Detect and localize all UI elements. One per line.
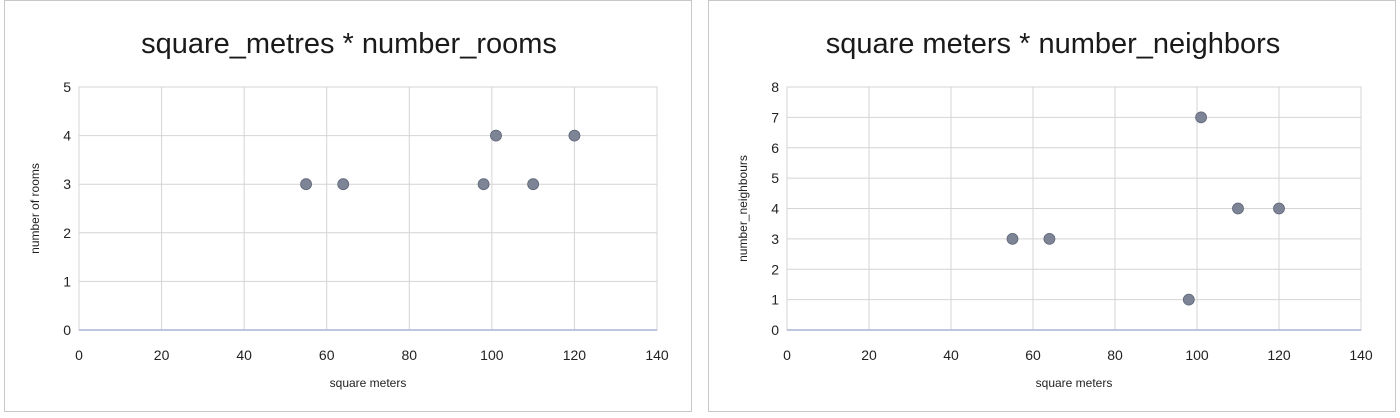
x-tick-label: 60 <box>1025 347 1041 363</box>
y-tick-labels: 0 1 2 3 4 5 6 7 8 <box>771 79 779 338</box>
data-point <box>1232 202 1244 215</box>
y-tick-label: 3 <box>63 176 71 192</box>
x-tick-label: 140 <box>1349 347 1373 363</box>
y-axis-label: number of rooms <box>28 163 42 254</box>
data-point <box>1182 293 1195 306</box>
x-tick-labels: 0 20 40 60 80 100 120 140 <box>75 347 669 363</box>
x-axis-label: square meters <box>330 376 407 390</box>
y-tick-label: 0 <box>771 322 779 338</box>
y-tick-label: 0 <box>63 322 71 338</box>
x-tick-label: 100 <box>480 347 504 363</box>
x-tick-label: 120 <box>563 347 587 363</box>
data-point <box>477 178 490 191</box>
chart-neighbors-svg: square meters * number_neighbors 0 20 40 60… <box>736 28 1373 390</box>
x-tick-label: 120 <box>1267 347 1291 363</box>
y-tick-label: 5 <box>771 170 779 186</box>
data-point <box>300 178 312 191</box>
x-tick-label: 40 <box>236 347 252 363</box>
x-tick-labels: 0 20 40 60 80 100 120 140 <box>783 347 1373 363</box>
chart-panel-rooms: square_metres * number_rooms 0 20 40 60 80 10… <box>4 0 692 412</box>
y-tick-labels: 0 1 2 3 4 5 <box>63 79 71 338</box>
chart-title: square_metres * number_rooms <box>141 28 557 60</box>
y-tick-label: 2 <box>771 261 779 277</box>
y-tick-label: 1 <box>771 292 779 308</box>
chart-panel-neighbors: square meters * number_neighbors 0 20 40 60… <box>708 0 1396 412</box>
x-tick-label: 80 <box>1107 347 1123 363</box>
x-tick-label: 20 <box>154 347 170 363</box>
data-points <box>1006 111 1285 306</box>
data-point <box>337 178 350 191</box>
y-tick-label: 2 <box>63 225 71 241</box>
y-tick-label: 3 <box>771 231 779 247</box>
data-point <box>1195 111 1208 124</box>
data-point <box>568 129 581 142</box>
x-tick-label: 60 <box>319 347 335 363</box>
x-axis-label: square meters <box>1036 376 1113 390</box>
y-tick-label: 4 <box>771 201 779 217</box>
data-point <box>1006 232 1019 245</box>
data-point <box>1273 202 1285 215</box>
y-tick-label: 6 <box>771 140 779 156</box>
data-point <box>490 129 502 142</box>
data-points <box>300 129 581 191</box>
y-tick-label: 1 <box>63 273 71 289</box>
x-tick-label: 100 <box>1185 347 1209 363</box>
x-tick-label: 0 <box>75 347 83 363</box>
data-point <box>1043 232 1056 245</box>
chart-title: square meters * number_neighbors <box>826 28 1281 60</box>
y-tick-label: 8 <box>771 79 779 95</box>
y-tick-label: 4 <box>63 128 71 144</box>
x-tick-label: 140 <box>645 347 669 363</box>
y-tick-label: 5 <box>63 79 71 95</box>
y-axis-label: number_neighbours <box>736 155 750 262</box>
chart-rooms-svg: square_metres * number_rooms 0 20 40 60 80 10… <box>28 28 669 390</box>
x-tick-label: 20 <box>861 347 877 363</box>
x-tick-label: 40 <box>943 347 959 363</box>
x-tick-label: 0 <box>783 347 791 363</box>
x-tick-label: 80 <box>401 347 417 363</box>
grid <box>78 86 658 331</box>
plot-area <box>78 86 658 331</box>
y-tick-label: 7 <box>771 109 779 125</box>
data-point <box>527 178 540 191</box>
